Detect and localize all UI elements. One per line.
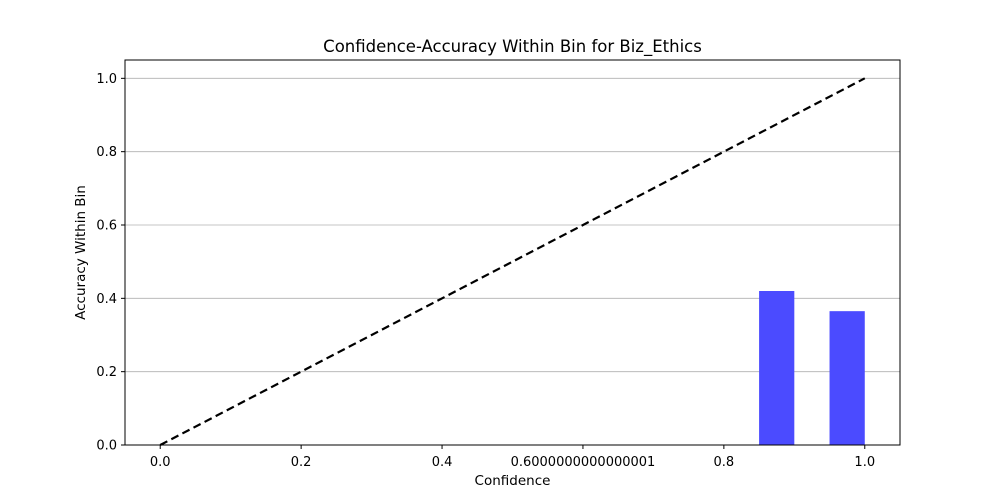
x-tick-label-3: 0.6000000000000001 bbox=[511, 455, 656, 470]
plot-frame bbox=[124, 59, 901, 446]
y-tick-label-1: 0.2 bbox=[96, 365, 117, 380]
y-axis-label: Accuracy Within Bin bbox=[73, 185, 89, 320]
y-tick-label-2: 0.4 bbox=[96, 292, 117, 307]
y-tick-label-4: 0.8 bbox=[96, 145, 117, 160]
chart-title: Confidence-Accuracy Within Bin for Biz_E… bbox=[323, 37, 702, 57]
x-tick-label-4: 0.8 bbox=[714, 455, 735, 470]
reference-diagonal-line bbox=[159, 77, 866, 446]
x-tick-label-0: 0.0 bbox=[150, 455, 171, 470]
y-tick-label-5: 1.0 bbox=[96, 72, 117, 87]
x-axis-label: Confidence bbox=[475, 473, 551, 489]
x-tick-label-5: 1.0 bbox=[854, 455, 875, 470]
tick-layer: 0.0 0.2 0.4 0.6000000000000001 0.8 1.0 0.0 0.2 0… bbox=[96, 72, 875, 470]
bar-0 bbox=[759, 291, 795, 445]
x-tick-label-2: 0.4 bbox=[432, 455, 453, 470]
bar-1 bbox=[829, 311, 865, 445]
line-layer bbox=[159, 77, 866, 446]
y-tick-label-3: 0.6 bbox=[96, 219, 117, 234]
y-tick-label-0: 0.0 bbox=[96, 439, 117, 454]
bar-layer bbox=[759, 291, 865, 445]
x-tick-label-1: 0.2 bbox=[291, 455, 312, 470]
